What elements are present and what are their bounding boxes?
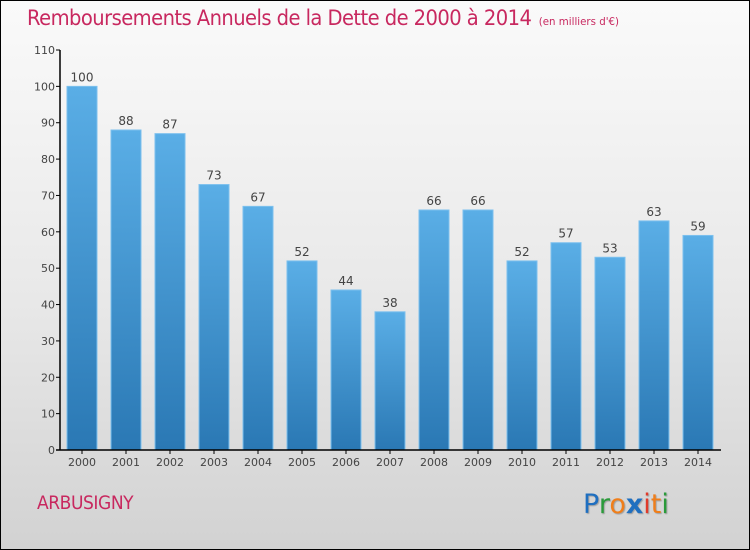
data-label-2011: 57 <box>558 227 573 241</box>
city-name: ARBUSIGNY <box>37 492 134 514</box>
bar-2006 <box>330 289 362 451</box>
y-axis: 0 10 20 30 40 50 60 70 80 90 100 110 <box>34 44 61 457</box>
chart-title: Remboursements Annuels de la Dette de 20… <box>27 6 619 30</box>
chart-title-text: Remboursements Annuels de la Dette de 20… <box>27 6 532 30</box>
logo-letter: o <box>609 489 626 520</box>
logo-letter: x <box>625 489 644 520</box>
bar-2004 <box>242 205 274 451</box>
y-tick-label-80: 80 <box>41 153 55 166</box>
bars-group: 100 88 87 73 67 52 44 38 66 66 52 57 53 63 59 <box>66 70 714 451</box>
y-tick-label-30: 30 <box>41 335 55 348</box>
data-label-2006: 44 <box>338 274 353 288</box>
x-tick-label-2013: 2013 <box>640 456 668 469</box>
x-tick-label-2000: 2000 <box>68 456 96 469</box>
y-tick-label-10: 10 <box>41 408 55 421</box>
x-tick-label-2005: 2005 <box>288 456 316 469</box>
data-label-2001: 88 <box>118 114 133 128</box>
bar-2005 <box>286 260 318 451</box>
bar-2008 <box>418 209 450 451</box>
bar-2003 <box>198 184 230 451</box>
logo-letter: r <box>598 489 610 520</box>
x-tick-label-2006: 2006 <box>332 456 360 469</box>
data-label-2002: 87 <box>162 118 177 132</box>
bar-2007 <box>374 311 406 451</box>
logo-letter: i <box>643 489 651 520</box>
x-tick-label-2008: 2008 <box>420 456 448 469</box>
x-tick-label-2014: 2014 <box>684 456 712 469</box>
bar-2002 <box>154 133 186 451</box>
data-label-2008: 66 <box>426 194 441 208</box>
x-tick-label-2009: 2009 <box>464 456 492 469</box>
y-tick-label-20: 20 <box>41 371 55 384</box>
logo-letter: P <box>583 489 599 520</box>
y-tick-label-60: 60 <box>41 226 55 239</box>
bar-2001 <box>110 129 142 451</box>
y-tick-label-0: 0 <box>48 444 55 457</box>
x-tick-label-2004: 2004 <box>244 456 272 469</box>
bar-2014 <box>682 234 714 451</box>
proxiti-logo: Proxiti <box>583 489 669 520</box>
data-label-2009: 66 <box>470 194 485 208</box>
data-label-2005: 52 <box>294 245 309 259</box>
x-tick-label-2012: 2012 <box>596 456 624 469</box>
data-label-2010: 52 <box>514 245 529 259</box>
x-tick-label-2001: 2001 <box>112 456 140 469</box>
bar-2013 <box>638 220 670 451</box>
logo-letter: t <box>650 489 662 520</box>
x-tick-label-2007: 2007 <box>376 456 404 469</box>
data-label-2003: 73 <box>206 169 221 183</box>
data-label-2012: 53 <box>602 241 617 255</box>
y-tick-label-100: 100 <box>34 80 55 93</box>
logo-letter: i <box>661 489 669 520</box>
x-tick-label-2010: 2010 <box>508 456 536 469</box>
y-tick-label-70: 70 <box>41 189 55 202</box>
x-tick-label-2002: 2002 <box>156 456 184 469</box>
x-axis: 2000 2001 2002 2003 2004 2005 2006 2007 2008 2009… <box>56 449 721 469</box>
chart-unit-label: (en milliers d'€) <box>538 15 620 28</box>
data-label-2000: 100 <box>71 70 94 84</box>
data-label-2014: 59 <box>690 219 705 233</box>
data-label-2007: 38 <box>382 296 397 310</box>
data-label-2004: 67 <box>250 190 265 204</box>
y-tick-label-40: 40 <box>41 299 55 312</box>
bar-2009 <box>462 209 494 451</box>
x-tick-label-2011: 2011 <box>552 456 580 469</box>
y-tick-label-50: 50 <box>41 262 55 275</box>
bar-2000 <box>66 85 98 451</box>
y-tick-label-90: 90 <box>41 117 55 130</box>
bar-2012 <box>594 256 626 451</box>
x-tick-label-2003: 2003 <box>200 456 228 469</box>
y-tick-label-110: 110 <box>34 44 55 57</box>
bar-2010 <box>506 260 538 451</box>
data-label-2013: 63 <box>646 205 661 219</box>
bar-2011 <box>550 242 582 451</box>
